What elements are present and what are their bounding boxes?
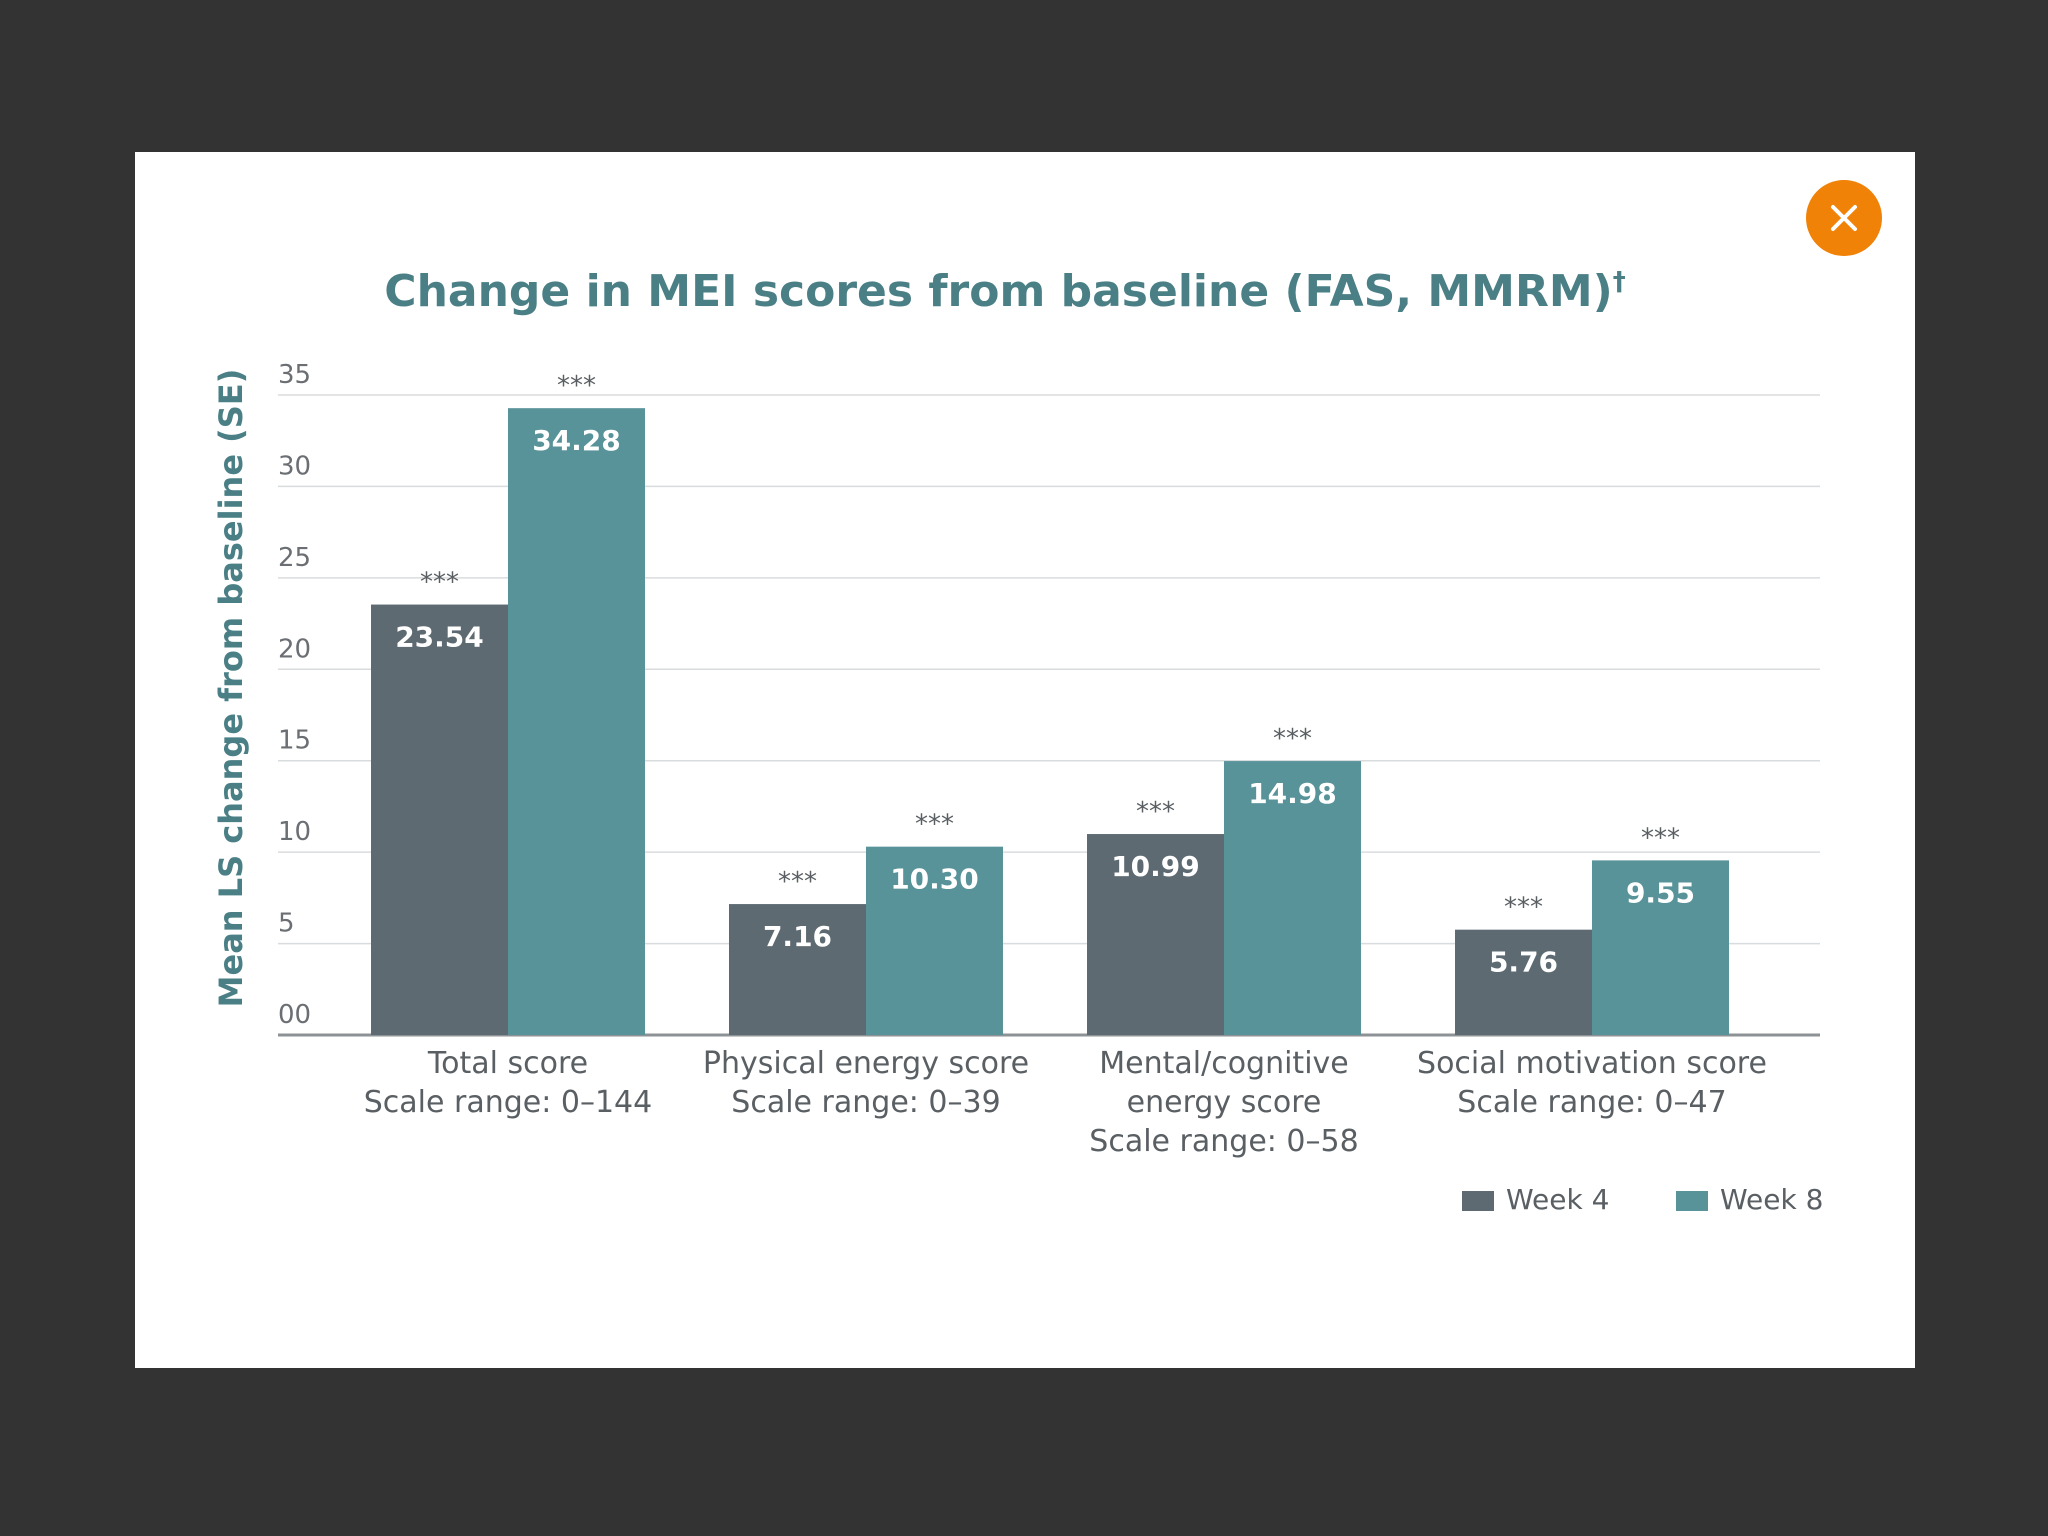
bar-value-label: 10.99: [1111, 850, 1200, 883]
chart-title-mark: †: [1613, 267, 1626, 297]
bar-value-label: 34.28: [532, 424, 621, 457]
bar-value-label: 14.98: [1248, 777, 1337, 810]
legend-swatch: [1462, 1191, 1494, 1211]
y-tick-label: 30: [278, 451, 311, 481]
y-tick-label: 15: [278, 726, 311, 756]
x-category-label-line: Scale range: 0–58: [1089, 1124, 1358, 1159]
bar-week4: [1087, 834, 1224, 1035]
bar-week8: [866, 846, 1003, 1035]
bar-value-label: 23.54: [395, 621, 484, 654]
x-category-label-line: Scale range: 0–39: [731, 1085, 1000, 1120]
y-tick-label: 5: [278, 909, 295, 939]
bar-week8: [1224, 761, 1361, 1035]
y-tick-label: 35: [278, 360, 311, 390]
bar-value-label: 7.16: [763, 920, 832, 953]
legend-label: Week 8: [1720, 1183, 1823, 1216]
bar-week4: [1455, 929, 1592, 1035]
x-category-label-line: Physical energy score: [703, 1046, 1029, 1081]
bar-week8: [1592, 860, 1729, 1035]
x-category-label-line: energy score: [1127, 1085, 1322, 1120]
x-category-label-line: Scale range: 0–144: [364, 1085, 652, 1120]
significance-label: ***: [420, 568, 459, 598]
y-tick-label: 10: [278, 817, 311, 847]
x-category-label-line: Scale range: 0–47: [1457, 1085, 1726, 1120]
significance-label: ***: [1641, 823, 1680, 853]
significance-label: ***: [1136, 797, 1175, 827]
y-tick-label: 20: [278, 634, 311, 664]
legend: Week 4 Week 8: [1462, 1183, 1823, 1216]
close-button[interactable]: [1806, 180, 1882, 256]
significance-label: ***: [1273, 724, 1312, 754]
bar-value-label: 9.55: [1626, 876, 1695, 909]
x-category-label: Total score Scale range: 0–144: [364, 1046, 652, 1120]
chart-title: Change in MEI scores from baseline (FAS,…: [384, 266, 1625, 317]
significance-label: ***: [557, 371, 596, 401]
close-icon: [1831, 205, 1857, 231]
y-axis-label: Mean LS change from baseline (SE): [212, 369, 250, 1008]
bar-week4: [729, 904, 866, 1035]
bar-value-label: 5.76: [1489, 946, 1558, 979]
legend-swatch: [1676, 1191, 1708, 1211]
x-category-label-line: Mental/cognitive: [1099, 1046, 1349, 1081]
x-category-label: Social motivation score Scale range: 0–47: [1417, 1046, 1767, 1120]
x-axis-labels: Total score Scale range: 0–144 Physical en…: [364, 1046, 1767, 1159]
x-category-label-line: Social motivation score: [1417, 1046, 1767, 1081]
x-category-label: Physical energy score Scale range: 0–39: [703, 1046, 1029, 1120]
significance-label: ***: [1504, 893, 1543, 923]
y-tick-label: 25: [278, 543, 311, 573]
bar-week8: [508, 408, 645, 1035]
bars: 23.54 *** 7.16 *** 10.99 *** 5.76 *** 34.28 *** 10…: [371, 371, 1729, 1035]
bar-week4: [371, 604, 508, 1035]
bar-value-label: 10.30: [890, 863, 979, 896]
x-category-label: Mental/cognitive energy score Scale range:…: [1089, 1046, 1358, 1159]
significance-label: ***: [778, 867, 817, 897]
legend-label: Week 4: [1506, 1183, 1609, 1216]
significance-label: ***: [915, 810, 954, 840]
y-tick-label: 00: [278, 1000, 311, 1030]
x-category-label-line: Total score: [427, 1046, 588, 1081]
